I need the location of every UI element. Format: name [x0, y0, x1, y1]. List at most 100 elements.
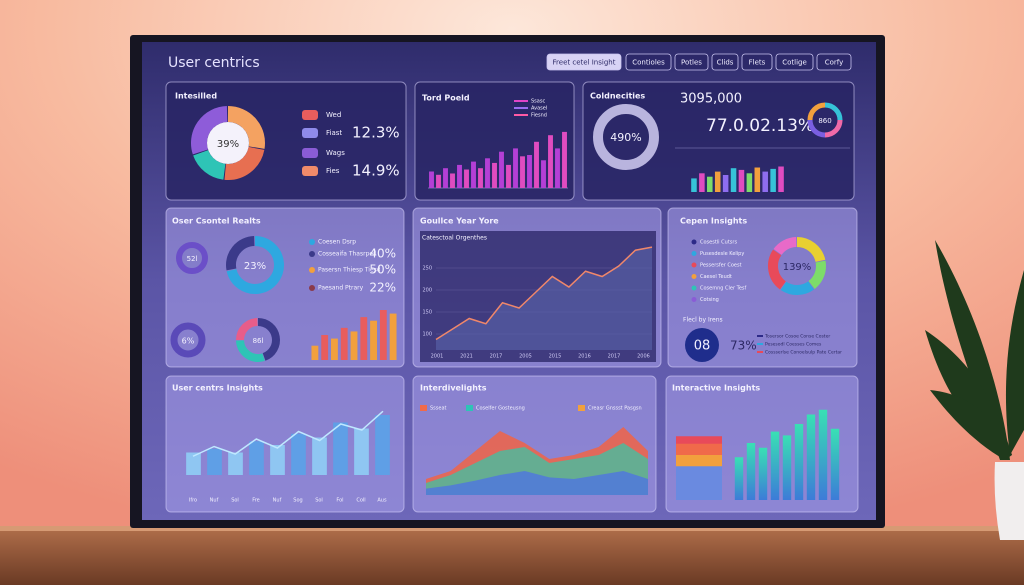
- list-label: Pasersn Thiesp Tiesd: [318, 267, 381, 274]
- legend-value: 12.3%: [352, 124, 400, 142]
- leaf: [930, 390, 1012, 460]
- bar: [321, 335, 329, 360]
- legend-label: Wags: [326, 149, 345, 157]
- y-tick-label: 100: [422, 332, 432, 338]
- donut-center: 52l: [187, 255, 198, 263]
- donut-segment: [191, 106, 228, 155]
- list-label: Pessersfer Coest: [700, 263, 742, 269]
- x-tick-label: 2017: [490, 354, 503, 360]
- donut-segment: [257, 318, 280, 361]
- donut-segment: [773, 237, 797, 256]
- x-tick-label: Nuf: [210, 498, 219, 504]
- panel-title: Intesilled: [175, 92, 217, 101]
- bar: [370, 320, 377, 360]
- tab-label[interactable]: Flets: [749, 59, 766, 67]
- vase: [994, 462, 1024, 540]
- bar: [485, 158, 490, 188]
- list-label: Coesen Dsrp: [318, 239, 356, 246]
- bar: [548, 135, 553, 188]
- plant: [925, 240, 1024, 460]
- bar: [738, 169, 745, 192]
- bar: [354, 428, 369, 475]
- x-tick-label: 2005: [519, 354, 532, 360]
- donut-segment: [236, 318, 258, 341]
- line: [192, 410, 384, 457]
- bar: [707, 176, 713, 192]
- x-tick-label: Fol: [336, 498, 343, 504]
- panel-title: Tord Poeld: [422, 94, 470, 103]
- tab-label[interactable]: Clids: [717, 59, 734, 67]
- bar: [457, 164, 462, 188]
- bar: [492, 162, 497, 188]
- bar: [770, 431, 780, 500]
- tab[interactable]: [711, 53, 739, 71]
- bar: [375, 415, 390, 475]
- list-label: Cosemng Cler Tesf: [700, 286, 747, 292]
- bar: [527, 155, 532, 188]
- panel-title: Goullce Year Yore: [420, 217, 499, 226]
- bar: [520, 156, 525, 188]
- bar: [541, 160, 546, 188]
- legend-chip: [466, 405, 473, 411]
- panel-title: Interdivelights: [420, 384, 487, 393]
- x-tick-label: Sog: [293, 498, 302, 504]
- note-label: Pesesodl Coesses Comes: [765, 342, 822, 348]
- tab[interactable]: [674, 53, 709, 71]
- bar: [691, 178, 697, 192]
- bar: [758, 447, 768, 500]
- list-dot: [691, 297, 697, 302]
- big-number: 3095,000: [680, 92, 742, 107]
- tab-label[interactable]: Potles: [681, 59, 702, 67]
- x-tick-label: 2006: [637, 354, 650, 360]
- bar: [360, 317, 368, 360]
- line: [435, 246, 653, 341]
- bar: [311, 345, 319, 360]
- bar: [499, 151, 504, 188]
- bar: [830, 428, 840, 500]
- donut-segment: [796, 237, 826, 263]
- list-label: Caesel Teudt: [700, 274, 732, 280]
- tab[interactable]: [741, 53, 773, 71]
- bar: [513, 148, 518, 188]
- list-dot: [691, 262, 697, 268]
- bar: [562, 131, 567, 188]
- legend-chip: [302, 166, 318, 176]
- bar: [228, 452, 243, 475]
- bar: [478, 168, 483, 188]
- list-dot: [309, 267, 315, 273]
- note-label: Cossserlse Conoelsulp Pate Certar: [765, 350, 842, 356]
- list-dot: [309, 251, 315, 257]
- ring-label: 860: [818, 117, 831, 125]
- tab[interactable]: [816, 53, 852, 71]
- donut-segment: [236, 340, 265, 362]
- donut-segment: [227, 106, 265, 149]
- bar: [734, 457, 744, 500]
- percent-label: 73%: [730, 339, 757, 353]
- area: [426, 471, 648, 495]
- bar: [464, 169, 469, 188]
- tab[interactable]: [625, 53, 672, 71]
- bar: [534, 141, 539, 188]
- donut-segment: [224, 146, 265, 180]
- list-dot: [691, 285, 697, 291]
- tab[interactable]: [546, 53, 622, 71]
- bar: [746, 443, 756, 500]
- list-label: Cotsing: [700, 297, 719, 303]
- x-tick-label: Nuf: [273, 498, 282, 504]
- donut-center: 6%: [182, 337, 195, 346]
- tab-label[interactable]: Contioles: [632, 59, 665, 67]
- tab[interactable]: [775, 53, 814, 71]
- tab-label[interactable]: Corfy: [825, 59, 844, 67]
- bar: [350, 331, 358, 360]
- legend-chip: [302, 110, 318, 120]
- bar: [436, 174, 441, 188]
- x-tick-label: 2001: [431, 354, 444, 360]
- bar: [778, 166, 784, 192]
- panel-title: Coldnecities: [590, 92, 645, 101]
- list-label: Paesand Ptrary: [318, 285, 364, 292]
- tab-label[interactable]: Cotlige: [782, 59, 807, 67]
- bar: [818, 409, 828, 500]
- tab-label[interactable]: Freet cetel Insight: [553, 59, 616, 67]
- bar: [312, 437, 327, 475]
- note-label: Tosersor Cosoe Conse Coster: [764, 334, 830, 340]
